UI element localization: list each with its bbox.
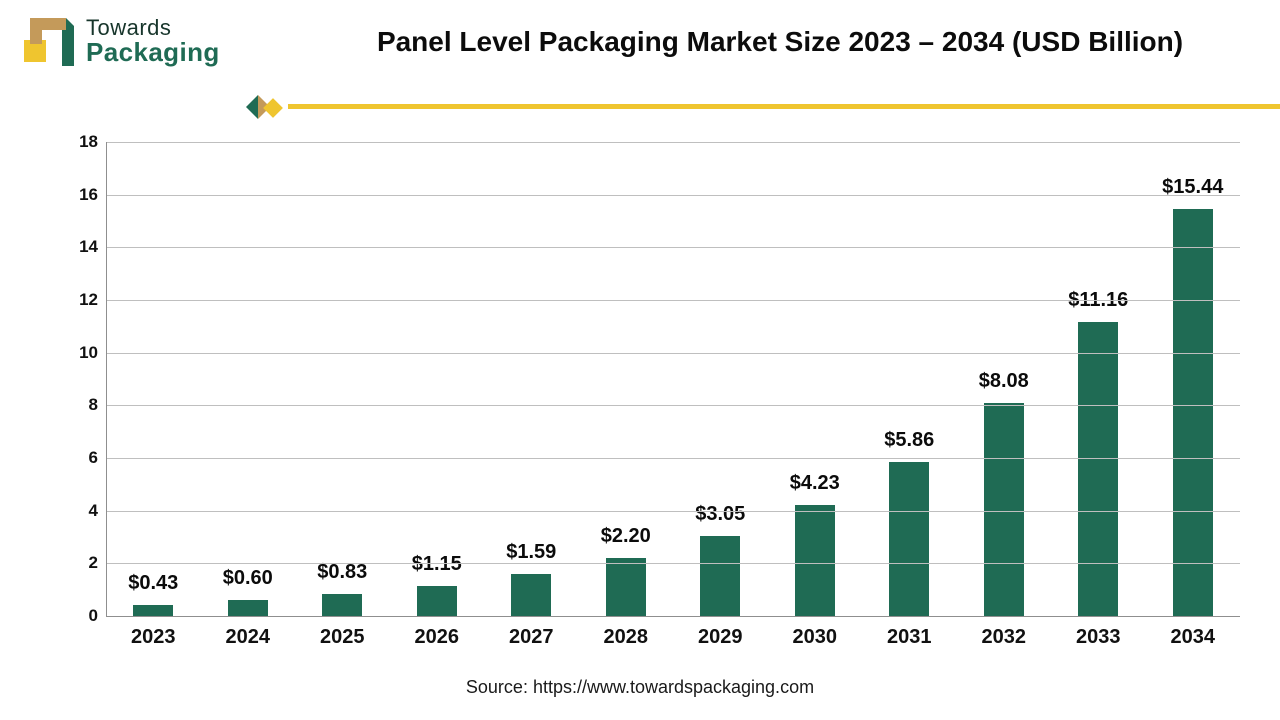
y-axis-tick-label: 18: [52, 132, 98, 152]
bar-column: $0.832025: [295, 142, 390, 616]
y-axis-tick-label: 4: [52, 501, 98, 521]
bar-column: $2.202028: [579, 142, 674, 616]
gridline: [106, 195, 1240, 196]
title-rule: [246, 98, 1280, 116]
bar-value-label: $8.08: [979, 370, 1029, 393]
chart-plot-area: $0.432023$0.602024$0.832025$1.152026$1.5…: [106, 142, 1240, 616]
x-axis-category-label: 2031: [887, 626, 932, 649]
x-axis-category-label: 2027: [509, 626, 554, 649]
y-axis-tick-label: 10: [52, 343, 98, 363]
bar-value-label: $5.86: [884, 429, 934, 452]
gridline: [106, 247, 1240, 248]
bar: [417, 586, 457, 616]
bar-column: $11.162033: [1051, 142, 1146, 616]
bar: [228, 600, 268, 616]
x-axis-category-label: 2030: [793, 626, 838, 649]
bar: [795, 505, 835, 616]
bar: [322, 594, 362, 616]
brand-logo-text: Towards Packaging: [86, 16, 220, 66]
bar: [606, 558, 646, 616]
bar-value-label: $0.83: [317, 561, 367, 584]
chart: $0.432023$0.602024$0.832025$1.152026$1.5…: [48, 132, 1250, 656]
y-axis-tick-label: 14: [52, 237, 98, 257]
gridline: [106, 511, 1240, 512]
bar: [700, 536, 740, 616]
bar-value-label: $15.44: [1162, 176, 1223, 199]
bar: [889, 462, 929, 616]
y-axis-tick-label: 12: [52, 290, 98, 310]
x-axis-category-label: 2033: [1076, 626, 1121, 649]
y-axis-tick-label: 0: [52, 606, 98, 626]
chart-title: Panel Level Packaging Market Size 2023 –…: [300, 26, 1260, 58]
gridline: [106, 142, 1240, 143]
bar-value-label: $0.43: [128, 572, 178, 595]
bar-value-label: $2.20: [601, 525, 651, 548]
bar-value-label: $0.60: [223, 567, 273, 590]
bar-column: $0.432023: [106, 142, 201, 616]
y-axis-tick-label: 2: [52, 553, 98, 573]
gridline: [106, 300, 1240, 301]
gridline: [106, 563, 1240, 564]
bar: [1078, 322, 1118, 616]
x-axis-category-label: 2024: [226, 626, 271, 649]
y-axis-tick-label: 8: [52, 395, 98, 415]
bar-column: $0.602024: [201, 142, 296, 616]
source-text: Source: https://www.towardspackaging.com: [0, 677, 1280, 698]
bar-column: $1.592027: [484, 142, 579, 616]
x-axis-category-label: 2023: [131, 626, 176, 649]
y-axis-tick-label: 16: [52, 185, 98, 205]
gridline: [106, 405, 1240, 406]
gridline: [106, 353, 1240, 354]
brand-logo-mark: [22, 14, 76, 68]
x-axis-category-label: 2028: [604, 626, 649, 649]
bar-column: $1.152026: [390, 142, 485, 616]
title-rule-ornament: [246, 92, 290, 122]
y-axis-line: [106, 142, 107, 616]
bar-value-label: $1.59: [506, 541, 556, 564]
title-rule-bar: [288, 104, 1280, 109]
x-axis-category-label: 2025: [320, 626, 365, 649]
y-axis-tick-label: 6: [52, 448, 98, 468]
bar: [984, 403, 1024, 616]
chart-bars: $0.432023$0.602024$0.832025$1.152026$1.5…: [106, 142, 1240, 616]
gridline: [106, 458, 1240, 459]
x-axis-category-label: 2026: [415, 626, 460, 649]
bar-value-label: $3.05: [695, 503, 745, 526]
brand-line1: Towards: [86, 16, 220, 39]
x-axis-category-label: 2032: [982, 626, 1027, 649]
bar-column: $15.442034: [1146, 142, 1241, 616]
bar-column: $5.862031: [862, 142, 957, 616]
bar: [133, 605, 173, 616]
x-axis-category-label: 2034: [1171, 626, 1216, 649]
header: Towards Packaging Panel Level Packaging …: [0, 12, 1280, 102]
bar-value-label: $4.23: [790, 472, 840, 495]
brand-line2: Packaging: [86, 39, 220, 66]
x-axis-line: [106, 616, 1240, 617]
bar-column: $4.232030: [768, 142, 863, 616]
bar: [1173, 209, 1213, 616]
brand-logo: Towards Packaging: [22, 14, 220, 68]
bar: [511, 574, 551, 616]
x-axis-category-label: 2029: [698, 626, 743, 649]
bar-column: $3.052029: [673, 142, 768, 616]
bar-column: $8.082032: [957, 142, 1052, 616]
